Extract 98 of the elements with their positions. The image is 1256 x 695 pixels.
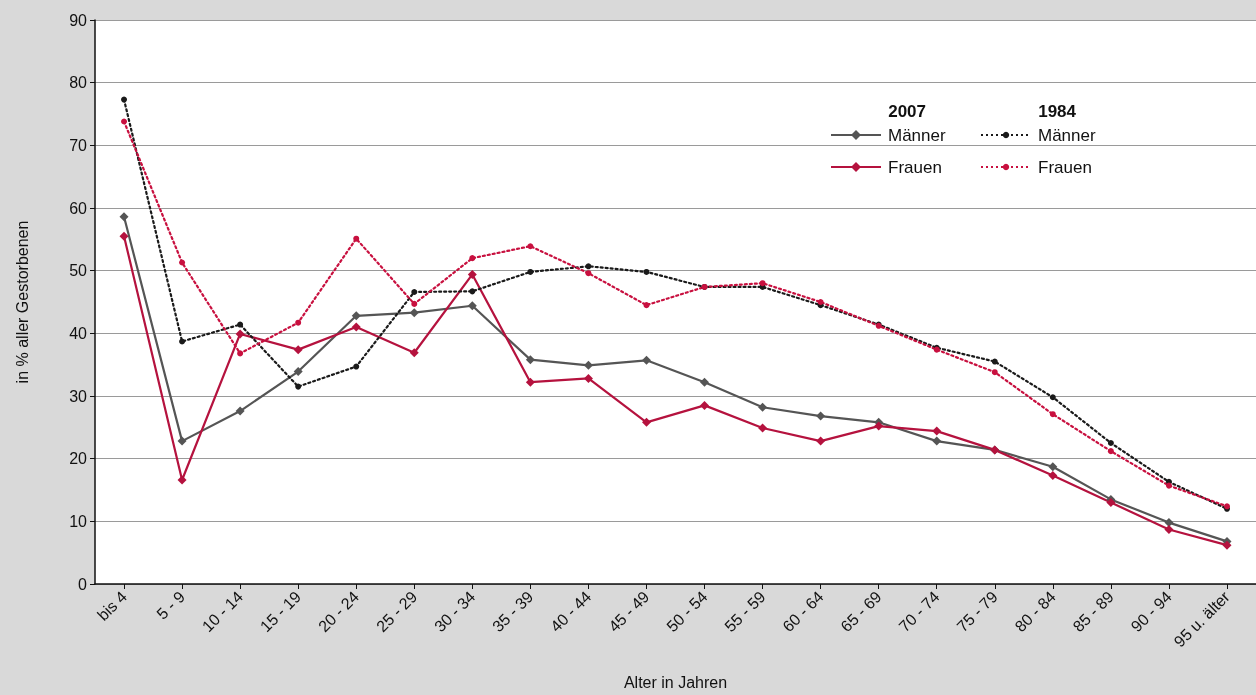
point — [525, 355, 535, 365]
y-tick-label: 50 — [69, 262, 88, 280]
point — [816, 411, 826, 421]
x-tick-label: 85 - 89 — [1069, 587, 1117, 636]
point — [700, 377, 710, 387]
x-tick-label: 80 - 84 — [1011, 587, 1059, 636]
point — [237, 350, 244, 357]
point — [932, 436, 942, 446]
point — [119, 231, 129, 241]
point — [467, 301, 477, 311]
point — [1048, 462, 1058, 472]
y-tick-label: 30 — [69, 387, 88, 405]
point — [353, 363, 360, 370]
x-tick-label: 35 - 39 — [489, 587, 537, 636]
point — [1165, 482, 1172, 489]
x-tick-label: 5 - 9 — [153, 587, 189, 623]
x-tick-label: 40 - 44 — [547, 587, 595, 636]
x-tick-label: bis 4 — [94, 587, 131, 624]
x-tick-label: 60 - 64 — [779, 587, 827, 636]
x-tick-label: 30 - 34 — [431, 587, 479, 636]
point — [874, 421, 884, 431]
point — [235, 329, 245, 339]
point — [585, 263, 592, 270]
point — [411, 300, 418, 307]
point — [409, 308, 419, 318]
point — [411, 288, 418, 295]
y-tick-label: 90 — [69, 11, 88, 29]
point — [991, 358, 998, 365]
x-axis-title: Alter in Jahren — [623, 673, 728, 691]
point — [121, 96, 128, 103]
point — [525, 377, 535, 387]
point — [237, 321, 244, 328]
point — [932, 426, 942, 436]
point — [353, 235, 360, 242]
point — [583, 373, 593, 383]
point — [991, 369, 998, 376]
legend-label: Frauen — [1038, 157, 1092, 177]
point — [177, 475, 187, 485]
point — [121, 118, 128, 125]
point — [643, 268, 650, 275]
point — [293, 345, 303, 355]
x-tick-label: 75 - 79 — [953, 587, 1001, 636]
y-tick-label: 0 — [78, 575, 88, 593]
y-tick-label: 70 — [69, 136, 88, 154]
y-tick-label: 10 — [69, 512, 88, 530]
legend-label: Männer — [1038, 125, 1096, 145]
point — [235, 406, 245, 416]
point — [1048, 471, 1058, 481]
point — [1106, 498, 1116, 508]
x-tick-label: 10 - 14 — [198, 587, 247, 636]
point — [1107, 440, 1114, 446]
legend-label: Frauen — [888, 157, 942, 177]
point — [469, 288, 476, 295]
point — [409, 348, 419, 358]
point — [179, 338, 186, 345]
y-tick-label: 60 — [69, 199, 88, 217]
y-tick-label: 80 — [69, 74, 88, 92]
point — [816, 436, 826, 446]
point — [1049, 411, 1056, 418]
x-tick-label: 65 - 69 — [837, 587, 885, 636]
annotation: 1984 — [1038, 102, 1077, 121]
point — [585, 270, 592, 277]
point — [179, 259, 186, 266]
y-tick-label: 20 — [69, 450, 88, 468]
point — [817, 299, 824, 305]
y-axis-title: in % aller Gestorbenen — [13, 220, 31, 384]
point — [527, 268, 534, 275]
annotation: 2007 — [888, 102, 926, 121]
point — [295, 383, 302, 390]
point — [641, 417, 651, 427]
x-tick-label: 20 - 24 — [315, 587, 363, 636]
point — [467, 269, 477, 279]
point — [351, 322, 361, 332]
y-tick-label: 40 — [69, 324, 88, 342]
point — [583, 360, 593, 370]
point — [295, 319, 302, 326]
legend-label: Männer — [888, 125, 946, 145]
x-tick-label: 15 - 19 — [256, 587, 305, 636]
point — [1049, 394, 1056, 401]
x-tick-label: 50 - 54 — [663, 587, 711, 636]
point — [177, 436, 187, 446]
point — [643, 302, 650, 309]
x-tick-label: 55 - 59 — [721, 587, 769, 636]
point — [1222, 540, 1232, 550]
point — [641, 355, 651, 365]
point — [1164, 524, 1174, 534]
point — [119, 212, 129, 222]
point — [758, 402, 768, 412]
x-tick-label: 70 - 74 — [895, 587, 943, 636]
point — [758, 423, 768, 433]
point — [1107, 448, 1114, 455]
x-tick-label: 25 - 29 — [373, 587, 421, 636]
point — [293, 367, 303, 377]
point — [469, 255, 476, 262]
point — [351, 311, 361, 321]
point — [700, 400, 710, 410]
x-tick-label: 45 - 49 — [605, 587, 653, 636]
point — [527, 243, 534, 250]
